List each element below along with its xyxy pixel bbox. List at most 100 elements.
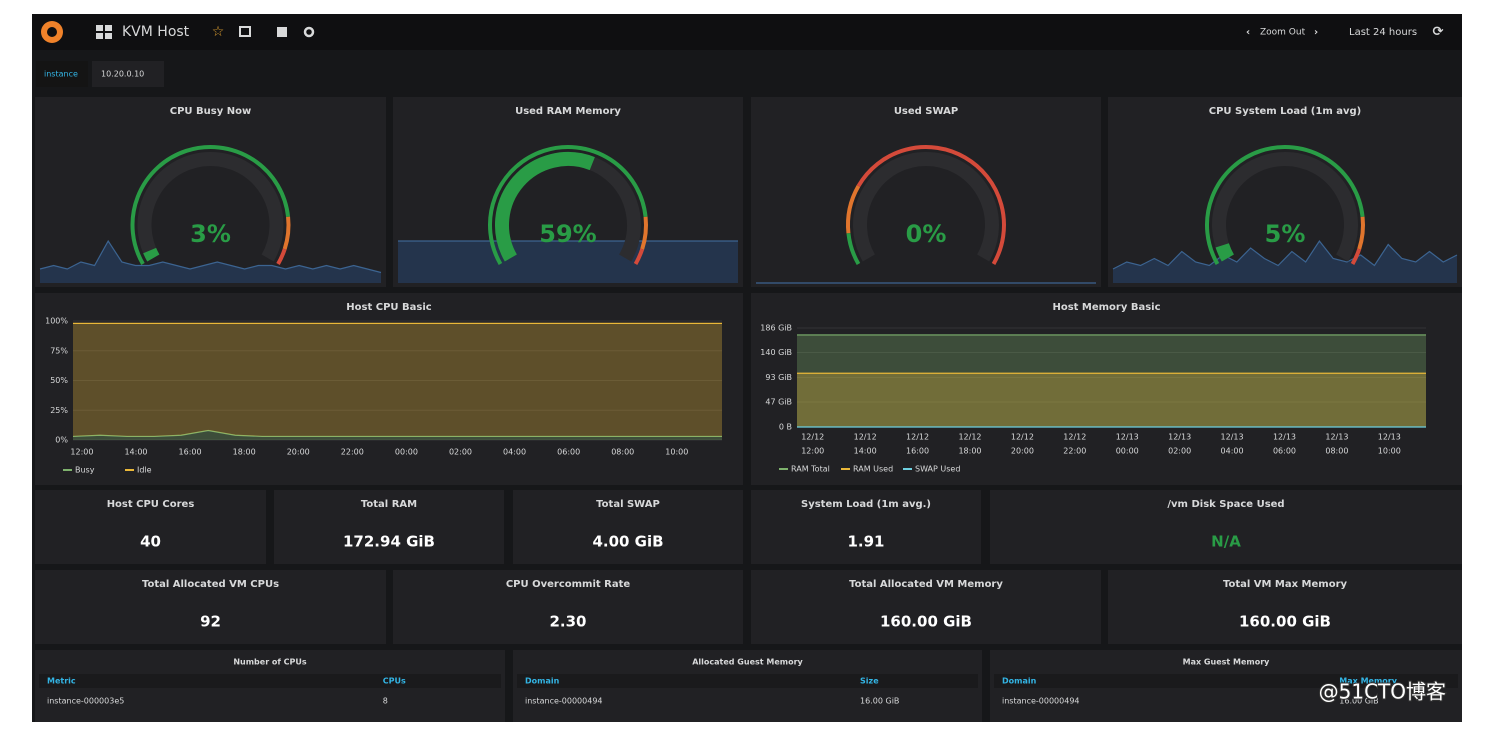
column-header: Size bbox=[860, 677, 879, 686]
dashboard-title[interactable]: KVM Host bbox=[122, 24, 190, 40]
sparkline bbox=[39, 239, 382, 274]
dashboard-icon bbox=[105, 25, 112, 31]
x-tick-label: 12/12 bbox=[1063, 433, 1086, 442]
dashboard-icon bbox=[96, 33, 103, 39]
panel bbox=[751, 293, 1462, 485]
x-tick-label: 12:00 bbox=[70, 448, 93, 457]
x-tick-label: 08:00 bbox=[611, 448, 634, 457]
legend-label: Idle bbox=[137, 466, 152, 475]
panel-title: Allocated Guest Memory bbox=[692, 658, 803, 667]
settings-icon[interactable] bbox=[303, 26, 315, 38]
panel-title: CPU Overcommit Rate bbox=[506, 579, 631, 590]
panel bbox=[513, 490, 743, 564]
legend-label: RAM Total bbox=[791, 465, 830, 474]
prev-icon[interactable]: ‹ bbox=[1246, 27, 1250, 38]
panel-title: Total RAM bbox=[361, 499, 417, 510]
panel bbox=[751, 97, 1101, 287]
save-icon[interactable] bbox=[277, 27, 287, 37]
share-icon[interactable] bbox=[239, 26, 251, 37]
variable-label-box bbox=[36, 61, 88, 87]
x-tick-label: 12/12 bbox=[958, 433, 981, 442]
x-tick-label: 08:00 bbox=[1325, 447, 1348, 456]
panel bbox=[35, 570, 386, 644]
table-header bbox=[39, 674, 501, 688]
threshold-arc bbox=[130, 145, 291, 265]
y-tick-label: 25% bbox=[50, 406, 68, 415]
dashboard-icon bbox=[96, 25, 103, 31]
gauge-label: 3% bbox=[190, 220, 231, 248]
dashboard-icon bbox=[105, 33, 112, 39]
panel bbox=[35, 97, 386, 287]
threshold-arc bbox=[276, 248, 287, 265]
variable-value[interactable]: 10.20.0.10 bbox=[101, 70, 144, 79]
grafana-logo-inner bbox=[47, 27, 57, 37]
x-tick-label: 12/13 bbox=[1221, 433, 1244, 442]
threshold-arc bbox=[1350, 248, 1362, 265]
y-tick-label: 0% bbox=[55, 436, 68, 445]
x-tick-label: 22:00 bbox=[341, 448, 364, 457]
table-cell: instance-00000494 bbox=[1002, 697, 1080, 706]
threshold-arc bbox=[488, 145, 648, 265]
threshold-arc bbox=[856, 145, 1006, 265]
panel-title: Used RAM Memory bbox=[515, 106, 621, 117]
series-area bbox=[73, 323, 722, 437]
x-tick-label: 12/13 bbox=[1273, 433, 1296, 442]
panel bbox=[393, 570, 743, 644]
panel bbox=[990, 490, 1462, 564]
series-line bbox=[72, 429, 722, 438]
x-tick-label: 12/12 bbox=[801, 433, 824, 442]
sparkline-area bbox=[40, 241, 381, 283]
gauge-value bbox=[1215, 243, 1234, 262]
x-tick-label: 02:00 bbox=[1168, 447, 1191, 456]
series-area bbox=[797, 334, 1426, 427]
next-icon[interactable]: › bbox=[1314, 27, 1318, 38]
zoom-out[interactable]: Zoom Out bbox=[1260, 28, 1306, 38]
y-tick-label: 186 GiB bbox=[760, 324, 792, 333]
y-tick-label: 100% bbox=[45, 317, 68, 326]
column-header: Domain bbox=[1002, 677, 1037, 686]
x-tick-label: 06:00 bbox=[557, 448, 580, 457]
sparkline-area bbox=[1113, 241, 1457, 283]
x-tick-label: 20:00 bbox=[1011, 447, 1034, 456]
panel bbox=[751, 490, 981, 564]
x-tick-label: 10:00 bbox=[665, 448, 688, 457]
y-tick-label: 93 GiB bbox=[765, 373, 792, 382]
time-range[interactable]: Last 24 hours bbox=[1349, 27, 1417, 38]
series-area bbox=[797, 373, 1426, 427]
sparkline-area bbox=[398, 241, 738, 283]
table-header bbox=[517, 674, 978, 688]
gauge-label: 5% bbox=[1265, 220, 1306, 248]
panel-title: Total VM Max Memory bbox=[1223, 579, 1348, 590]
panel bbox=[1108, 97, 1462, 287]
threshold-arc bbox=[282, 216, 291, 250]
threshold-arc bbox=[640, 216, 648, 250]
legend-label: Busy bbox=[75, 466, 95, 475]
gauge-track bbox=[137, 152, 284, 262]
x-tick-label: 04:00 bbox=[1221, 447, 1244, 456]
star-icon[interactable]: ☆ bbox=[212, 24, 225, 40]
x-tick-label: 18:00 bbox=[958, 447, 981, 456]
panel-title: CPU System Load (1m avg) bbox=[1209, 106, 1361, 117]
panel bbox=[274, 490, 504, 564]
x-tick-label: 06:00 bbox=[1273, 447, 1296, 456]
stat-value: 172.94 GiB bbox=[343, 533, 435, 551]
variable-value-box[interactable] bbox=[92, 61, 164, 87]
table-header bbox=[994, 674, 1458, 688]
threshold-arc bbox=[846, 185, 861, 234]
x-tick-label: 16:00 bbox=[179, 448, 202, 457]
y-tick-label: 75% bbox=[50, 346, 68, 355]
threshold-arc bbox=[633, 248, 645, 265]
legend-label: RAM Used bbox=[853, 465, 893, 474]
panel bbox=[35, 293, 743, 485]
x-tick-label: 02:00 bbox=[449, 448, 472, 457]
panel-title: Total Allocated VM Memory bbox=[849, 579, 1003, 590]
y-tick-label: 0 B bbox=[779, 423, 792, 432]
panel-title: System Load (1m avg.) bbox=[801, 499, 931, 510]
panel bbox=[35, 490, 266, 564]
x-tick-label: 12/13 bbox=[1378, 433, 1401, 442]
table-cell: instance-000003e5 bbox=[47, 697, 124, 706]
y-tick-label: 50% bbox=[50, 376, 68, 385]
refresh-icon[interactable]: ⟳ bbox=[1433, 25, 1444, 40]
gauge-value bbox=[495, 152, 595, 262]
